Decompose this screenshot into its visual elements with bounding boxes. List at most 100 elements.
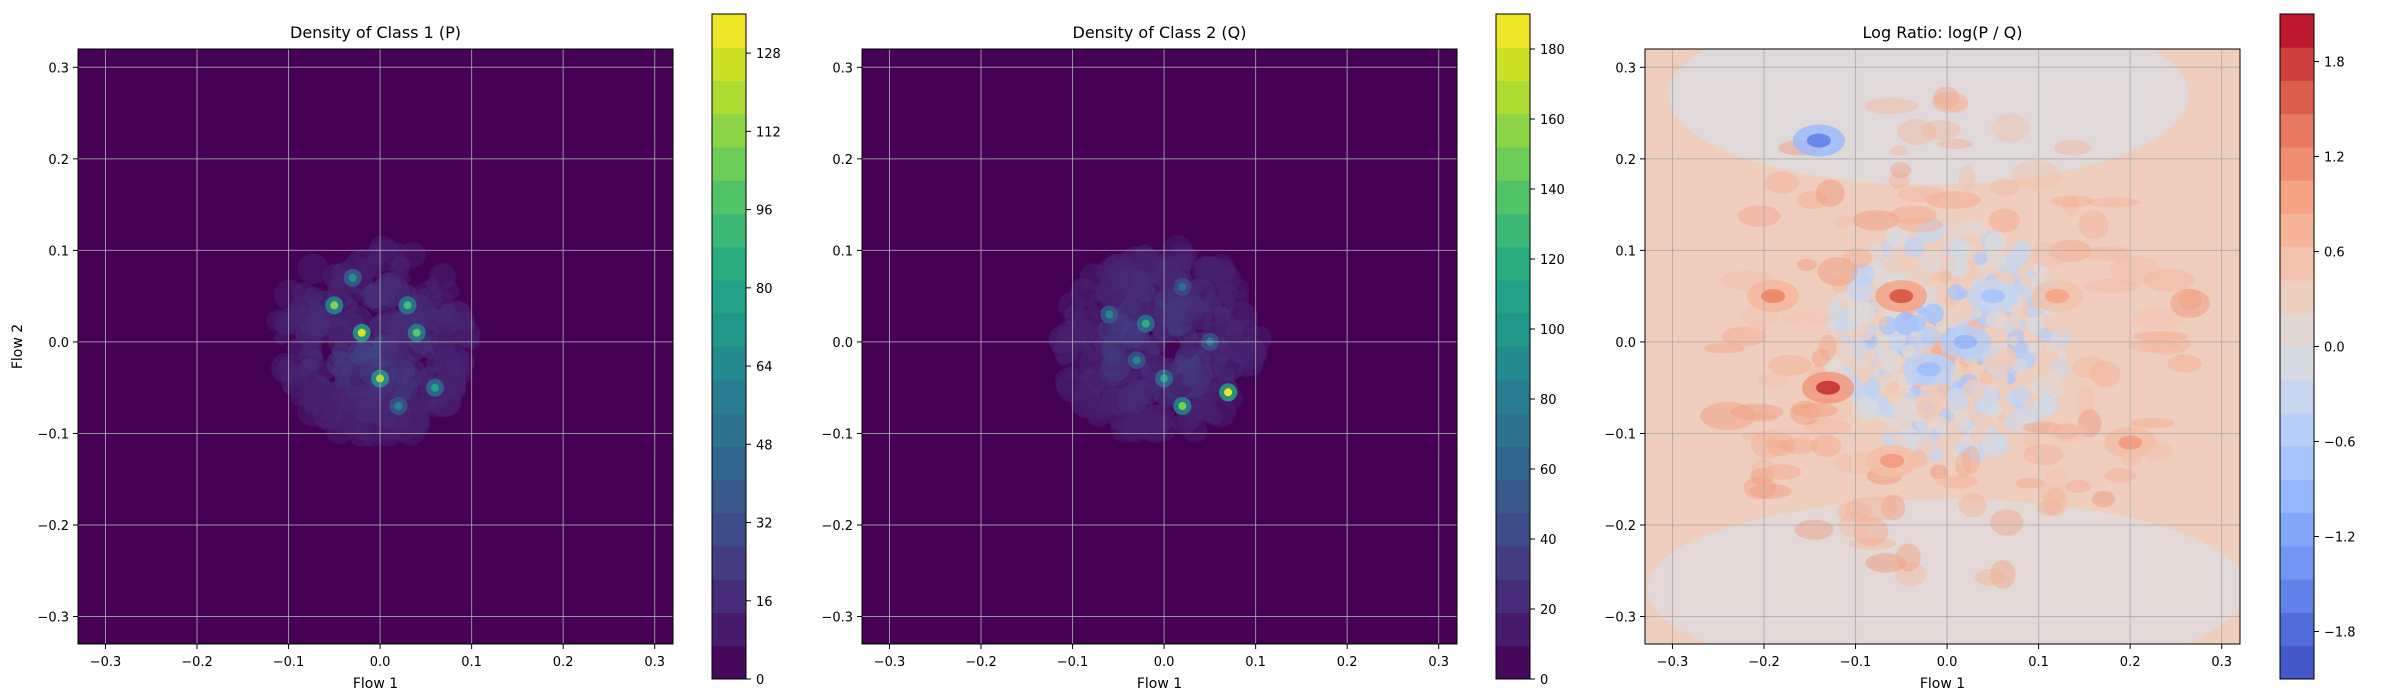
colorbar-band [712,346,746,381]
ratio-cell [1951,276,1960,285]
ratio-streak [1794,519,1834,540]
ratio-streak [1810,434,1842,457]
colorbar-band [2280,147,2314,181]
x-tick-label: 0.2 [553,655,574,670]
x-tick-label: 0.3 [1428,655,1449,670]
ratio-cell [1878,316,1888,327]
density-cell [274,330,290,345]
y-tick-label: −0.2 [1604,519,1636,534]
colorbar-band [712,479,746,514]
colorbar-band [712,113,746,148]
ratio-streak [2042,487,2068,517]
ratio-streak [2045,469,2068,483]
y-tick-label: 0.2 [48,153,69,168]
colorbar-tick-label: 112 [756,125,781,140]
ratio-cell [1916,305,1926,316]
colorbar-band [1496,80,1530,115]
density-cell [1186,302,1205,321]
density-cell [1126,423,1141,438]
colorbar-band [2280,80,2314,115]
density-cell [1094,284,1114,304]
density-peak [403,301,412,310]
density-cell [352,396,379,423]
ratio-streak [1700,402,1757,431]
x-tick-label: −0.2 [965,655,997,670]
colorbar-band [1496,113,1530,148]
colorbar-band [1496,47,1530,81]
panel-2: −0.3 −0.3 −0.2 −0.2 −0.1 −0.1 0.0 0.0 0.1 0.1 0.2 0… [821,13,1565,692]
density-cell [417,287,430,301]
colorbar-tick-label: −0.6 [2324,436,2356,451]
density-cell [1213,306,1231,324]
colorbar-band [712,180,746,214]
colorbar-tick-label: −1.2 [2324,531,2356,546]
colorbar-frame [1495,13,1531,680]
ratio-streak [2029,241,2070,268]
y-tick-label: 0.1 [48,244,69,259]
ratio-streak [1751,458,1776,482]
ratio-streak [2140,333,2192,355]
ratio-streak [2128,339,2180,353]
density-peak [1178,283,1187,291]
colorbar-band [1496,213,1530,248]
density-cell [299,374,320,396]
ratio-cell [2042,370,2062,390]
ratio-cell [1923,303,1944,325]
ratio-cell [1880,404,1894,418]
x-tick-label: 0.3 [644,655,665,670]
density-cell [303,286,323,306]
ratio-cell [1915,418,1928,431]
colorbar-band [1496,280,1530,314]
colorbar-band [2280,612,2314,647]
y-tick-label: −0.2 [821,519,853,534]
ratio-streak [1958,165,1976,192]
y-tick-label: −0.1 [1604,427,1636,442]
colorbar-band [1496,446,1530,480]
ratio-cell [1827,297,1843,313]
colorbar-band [2280,645,2314,680]
ratio-cell [1960,243,1970,253]
y-tick-label: 0.3 [1615,61,1636,76]
y-tick-label: 0.2 [1615,153,1636,168]
density-cell [429,263,456,290]
ratio-streak [1842,247,1873,269]
ratio-streak [1810,397,1852,424]
density-cell [1188,282,1203,298]
chart-title: Log Ratio: log(P / Q) [1863,23,2023,42]
colorbar-band [1496,645,1530,680]
ratio-cell [1985,310,2006,330]
colorbar-band [712,579,746,613]
ratio-cell [2002,320,2016,333]
ratio-streak [1817,257,1858,286]
x-tick-label: 0.1 [1245,655,1266,670]
ratio-peak [1816,380,1841,395]
y-tick-label: 0.1 [832,244,853,259]
colorbar-tick-label: 1.8 [2324,56,2345,71]
ratio-streak [2065,479,2092,494]
y-tick-label: −0.2 [37,519,69,534]
density-cell [1134,247,1160,273]
ratio-streak [1897,217,1943,233]
plot-area [862,49,1457,644]
density-cell [313,401,343,431]
ratio-streak [1819,334,1837,361]
ratio-streak [1962,445,1981,475]
ratio-streak [2036,482,2069,501]
ratio-streak [2090,361,2121,388]
ratio-cell [1821,352,1841,373]
density-cell [1072,277,1089,294]
ratio-cell [2054,323,2068,337]
ratio-streak [2023,444,2064,466]
ratio-streak [2092,490,2115,508]
density-cell [1221,344,1236,359]
axes-frame [861,48,1458,645]
y-tick-label: 0.3 [832,61,853,76]
ratio-streak [1943,475,1979,490]
x-tick-label: 0.1 [2028,655,2049,670]
ratio-streak [1815,179,1845,208]
density-cell [287,337,310,360]
ratio-streak [1955,451,1972,478]
ratio-cell [1850,262,1875,286]
ratio-streak [2061,195,2080,216]
